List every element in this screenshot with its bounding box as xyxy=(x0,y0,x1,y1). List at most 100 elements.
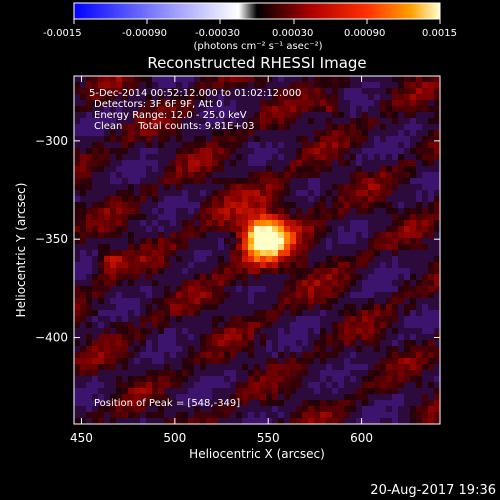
heatmap-cell xyxy=(278,274,284,280)
heatmap-cell xyxy=(416,88,422,94)
heatmap-cell xyxy=(122,214,128,220)
heatmap-cell xyxy=(428,232,434,238)
heatmap-cell xyxy=(320,328,326,334)
heatmap-cell xyxy=(80,154,86,160)
heatmap-cell xyxy=(194,304,200,310)
heatmap-cell xyxy=(314,76,320,82)
heatmap-cell xyxy=(176,268,182,274)
heatmap-cell xyxy=(164,178,170,184)
heatmap-cell xyxy=(326,184,332,190)
heatmap-cell xyxy=(290,244,296,250)
heatmap-cell xyxy=(110,178,116,184)
heatmap-cell xyxy=(302,124,308,130)
heatmap-cell xyxy=(392,82,398,88)
heatmap-cell xyxy=(320,76,326,82)
heatmap-cell xyxy=(266,124,272,130)
heatmap-cell xyxy=(416,136,422,142)
heatmap-cell xyxy=(350,310,356,316)
heatmap-cell xyxy=(254,232,260,238)
heatmap-cell xyxy=(230,172,236,178)
heatmap-cell xyxy=(308,190,314,196)
heatmap-cell xyxy=(212,256,218,262)
heatmap-cell xyxy=(428,358,434,364)
heatmap-cell xyxy=(176,274,182,280)
heatmap-cell xyxy=(98,418,104,424)
heatmap-cell xyxy=(416,82,422,88)
heatmap-cell xyxy=(122,124,128,130)
heatmap-cell xyxy=(74,148,80,154)
heatmap-cell xyxy=(104,274,110,280)
heatmap-cell xyxy=(428,322,434,328)
heatmap-cell xyxy=(110,76,116,82)
heatmap-cell xyxy=(122,208,128,214)
heatmap-cell xyxy=(242,142,248,148)
heatmap-cell xyxy=(410,310,416,316)
heatmap-cell xyxy=(350,214,356,220)
heatmap-cell xyxy=(170,82,176,88)
heatmap-cell xyxy=(122,118,128,124)
heatmap-cell xyxy=(236,172,242,178)
heatmap-cell xyxy=(308,142,314,148)
heatmap-cell xyxy=(350,106,356,112)
heatmap-cell xyxy=(404,352,410,358)
heatmap-cell xyxy=(248,340,254,346)
heatmap-cell xyxy=(386,190,392,196)
heatmap-cell xyxy=(176,202,182,208)
heatmap-cell xyxy=(188,400,194,406)
heatmap-cell xyxy=(86,214,92,220)
heatmap-cell xyxy=(152,364,158,370)
heatmap-cell xyxy=(392,106,398,112)
heatmap-cell xyxy=(314,166,320,172)
heatmap-cell xyxy=(428,220,434,226)
heatmap-cell xyxy=(176,292,182,298)
heatmap-cell xyxy=(254,88,260,94)
heatmap-cell xyxy=(224,88,230,94)
heatmap-cell xyxy=(224,250,230,256)
heatmap-cell xyxy=(296,262,302,268)
heatmap-cell xyxy=(248,202,254,208)
heatmap-cell xyxy=(254,328,260,334)
heatmap-cell xyxy=(428,268,434,274)
heatmap-cell xyxy=(92,370,98,376)
heatmap-cell xyxy=(92,250,98,256)
heatmap-cell xyxy=(356,274,362,280)
heatmap-cell xyxy=(344,160,350,166)
annotation-energy-range: Energy Range: 12.0 - 25.0 keV xyxy=(94,110,247,121)
heatmap-cell xyxy=(80,412,86,418)
heatmap-cell xyxy=(164,220,170,226)
heatmap-cell xyxy=(122,304,128,310)
heatmap-cell xyxy=(260,286,266,292)
heatmap-cell xyxy=(332,418,338,424)
heatmap-cell xyxy=(164,340,170,346)
heatmap-cell xyxy=(296,322,302,328)
heatmap-cell xyxy=(368,298,374,304)
heatmap-cell xyxy=(266,388,272,394)
heatmap-cell xyxy=(74,112,80,118)
heatmap-cell xyxy=(392,214,398,220)
heatmap-cell xyxy=(320,106,326,112)
heatmap-cell xyxy=(194,178,200,184)
heatmap-cell xyxy=(308,76,314,82)
heatmap-cell xyxy=(290,154,296,160)
heatmap-cell xyxy=(392,244,398,250)
heatmap-cell xyxy=(92,184,98,190)
heatmap-cell xyxy=(158,214,164,220)
heatmap-cell xyxy=(248,328,254,334)
heatmap-cell xyxy=(404,280,410,286)
heatmap-cell xyxy=(266,340,272,346)
heatmap-cell xyxy=(260,316,266,322)
heatmap-cell xyxy=(242,94,248,100)
heatmap-cell xyxy=(356,130,362,136)
heatmap-cell xyxy=(200,208,206,214)
heatmap-cell xyxy=(422,106,428,112)
heatmap-cell xyxy=(260,106,266,112)
heatmap-cell xyxy=(380,172,386,178)
heatmap-cell xyxy=(362,340,368,346)
heatmap-cell xyxy=(302,280,308,286)
heatmap-cell xyxy=(392,358,398,364)
heatmap-cell xyxy=(302,136,308,142)
heatmap-cell xyxy=(416,160,422,166)
heatmap-cell xyxy=(212,196,218,202)
heatmap-cell xyxy=(314,352,320,358)
heatmap-cell xyxy=(398,106,404,112)
